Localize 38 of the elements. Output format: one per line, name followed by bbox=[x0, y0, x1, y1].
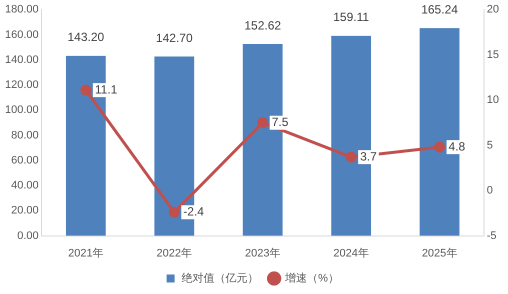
x-tick-label: 2024年 bbox=[333, 247, 369, 260]
data-label: -2.4 bbox=[183, 204, 204, 219]
y-tick-label: 180.00 bbox=[4, 4, 39, 16]
x-tick-label: 2023年 bbox=[244, 247, 280, 260]
y-tick-label: 140.00 bbox=[4, 54, 39, 66]
point bbox=[168, 206, 180, 218]
data-label: 11.1 bbox=[94, 82, 118, 96]
data-label: 143.20 bbox=[68, 30, 105, 44]
legend-label: 绝对值（亿元） bbox=[182, 272, 259, 285]
legend-label: 增速（%） bbox=[284, 272, 339, 285]
data-label: 159.11 bbox=[333, 10, 370, 24]
data-label: 152.62 bbox=[244, 18, 282, 32]
y2-tick-label: 5 bbox=[486, 139, 493, 152]
point bbox=[346, 152, 357, 163]
y2-tick-label: 20 bbox=[486, 4, 500, 16]
data-label: 7.5 bbox=[272, 115, 289, 130]
y-tick-label: 0.00 bbox=[17, 230, 39, 242]
point bbox=[257, 117, 268, 128]
point bbox=[434, 142, 446, 153]
y-tick-label: 20.00 bbox=[11, 204, 39, 217]
data-label: 3.7 bbox=[360, 149, 378, 164]
y2-tick-label: 15 bbox=[486, 48, 500, 61]
x-tick-label: 2025年 bbox=[422, 247, 458, 260]
y-tick-label: 120.00 bbox=[4, 79, 39, 92]
y2-tick-label: 10 bbox=[486, 94, 500, 106]
data-label: 4.8 bbox=[448, 139, 466, 154]
y2-tick-label: 0 bbox=[486, 184, 493, 197]
y-tick-label: 80.00 bbox=[11, 129, 39, 142]
x-tick-label: 2022年 bbox=[156, 247, 192, 260]
point bbox=[80, 84, 92, 96]
data-label: 142.70 bbox=[156, 30, 193, 45]
data-label: 165.24 bbox=[421, 2, 458, 16]
y-tick-label: 60.00 bbox=[11, 154, 39, 166]
y2-tick-label: -5 bbox=[486, 230, 497, 242]
x-tick-label: 2021年 bbox=[68, 247, 104, 260]
y-tick-label: 40.00 bbox=[11, 180, 39, 192]
y-tick-label: 160.00 bbox=[4, 28, 39, 41]
y-tick-label: 100.00 bbox=[4, 104, 39, 116]
